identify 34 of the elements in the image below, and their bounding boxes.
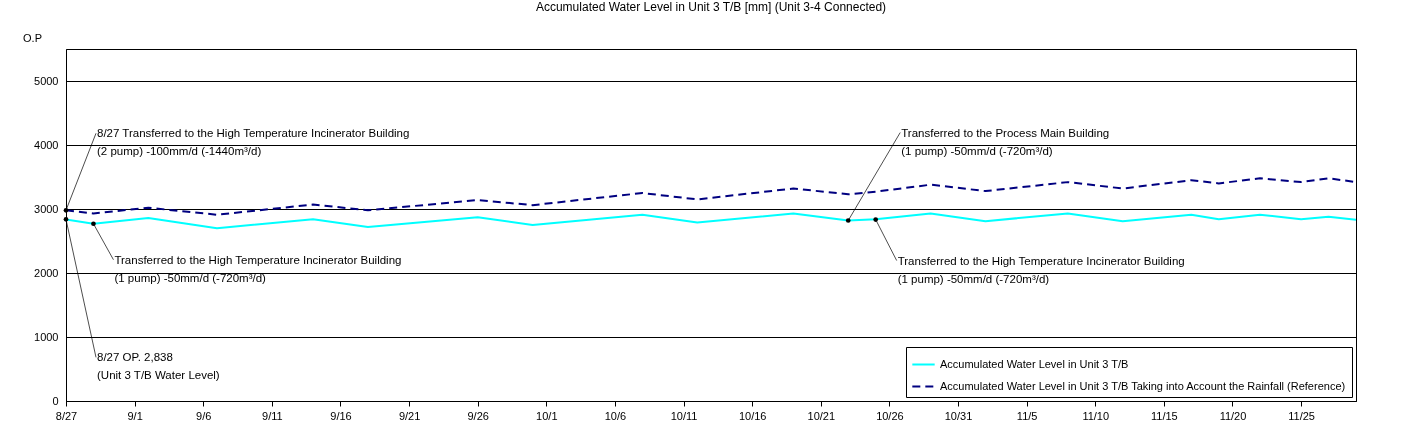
x-tick-label: 11/10 <box>1082 409 1110 422</box>
x-tick-label: 9/11 <box>262 409 283 422</box>
x-tick-label: 10/31 <box>944 409 973 422</box>
annotation: Transferred to the High Temperature Incinerator Building (1 pump) -50mm/d (-720m³/d) <box>897 254 1185 285</box>
y-tick-label: 2000 <box>34 266 59 279</box>
annotation: Transferred to the Process Main Building (1 pump) -50mm/d (-720m³/d) <box>901 126 1110 157</box>
x-tick-label: 11/25 <box>1288 409 1315 422</box>
y-tick-label: 0 <box>52 394 59 407</box>
x-tick-label: 9/16 <box>330 409 352 422</box>
x-tick-label: 8/27 <box>55 409 78 422</box>
annotation: Transferred to the High Temperature Incinerator Building (1 pump) -50mm/d (-720m³/d) <box>114 253 402 284</box>
y-tick-label: 4000 <box>34 138 59 151</box>
y-tick-label: 1000 <box>34 330 59 343</box>
x-tick-label: 10/16 <box>738 409 767 422</box>
chart-title: Accumulated Water Level in Unit 3 T/B [mm] (Unit 3-4 Connected) <box>535 0 887 14</box>
legend-label: Accumulated Water Level in Unit 3 T/B Taking into Account the Rainfall (Reference) <box>940 379 1346 392</box>
x-tick-label: 11/5 <box>1016 409 1038 422</box>
annotation: 8/27 Transferred to the High Temperature Incinerator Building (2 pump) -100mm/d (-1440m³/d) <box>97 127 410 158</box>
x-tick-label: 10/21 <box>807 409 836 422</box>
x-tick-label: 10/6 <box>604 409 627 422</box>
y-axis-title: O.P <box>23 31 42 44</box>
x-tick-label: 9/21 <box>398 409 421 422</box>
y-tick-label: 3000 <box>34 202 59 215</box>
annotation: 8/27 OP. 2,838 (Unit 3 T/B Water Level) <box>97 351 220 382</box>
x-tick-label: 11/20 <box>1219 409 1247 422</box>
x-tick-label: 9/6 <box>196 409 212 422</box>
legend-label: Accumulated Water Level in Unit 3 T/B <box>940 357 1129 370</box>
x-tick-label: 10/11 <box>670 409 698 422</box>
x-tick-label: 9/1 <box>127 409 143 422</box>
x-tick-label: 10/26 <box>876 409 904 422</box>
y-tick-label: 5000 <box>34 74 59 87</box>
x-tick-label: 11/15 <box>1151 409 1178 422</box>
x-tick-label: 9/26 <box>467 409 489 422</box>
x-tick-label: 10/1 <box>536 409 558 422</box>
